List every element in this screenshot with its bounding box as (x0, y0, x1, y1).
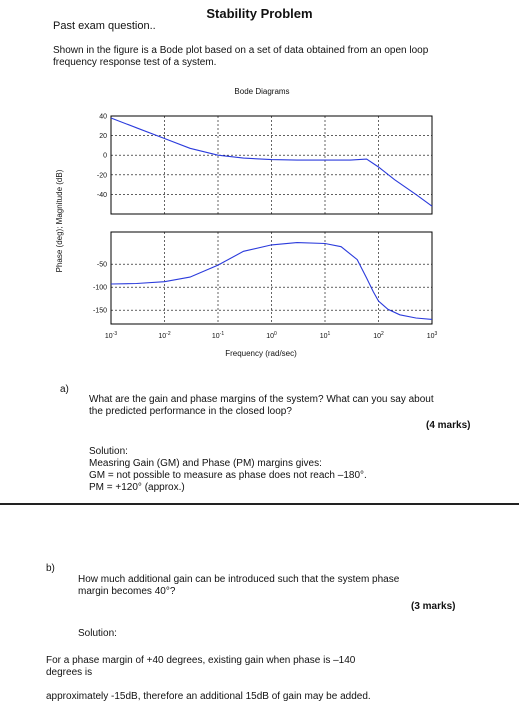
phase-tick-label: -150 (93, 308, 107, 315)
question-b-answer-line3: approximately -15dB, therefore an additi… (46, 691, 371, 702)
x-tick-label: 102 (373, 331, 384, 340)
magnitude-series-line (110, 117, 433, 207)
chart-title: Bode Diagrams (234, 87, 289, 96)
question-b-answer-line1: For a phase margin of +40 degrees, exist… (46, 655, 356, 666)
x-tick-label: 101 (320, 331, 331, 340)
question-a-solution-line2: GM = not possible to measure as phase do… (89, 470, 367, 481)
intro-text: Shown in the figure is a Bode plot based… (53, 45, 429, 68)
question-a-solution-line3: PM = +120° (approx.) (89, 482, 185, 493)
question-b-label: b) (46, 563, 55, 574)
question-a-line2: the predicted performance in the closed … (89, 406, 292, 417)
question-b-answer-line2: degrees is (46, 667, 93, 678)
x-tick-label: 10-3 (105, 331, 117, 340)
question-b-line2: margin becomes 40°? (78, 586, 176, 597)
magnitude-tick-label: 0 (103, 153, 107, 160)
question-a-solution-heading: Solution: (89, 446, 128, 457)
question-a-line1: What are the gain and phase margins of t… (89, 394, 434, 405)
question-b-line1: How much additional gain can be introduc… (78, 574, 400, 585)
magnitude-tick-label: -40 (97, 192, 107, 199)
magnitude-tick-label: 40 (99, 114, 107, 121)
phase-tick-label: -50 (97, 262, 107, 269)
magnitude-tick-label: -20 (97, 172, 107, 179)
bode-plot: Bode Diagrams Phase (deg); Magnitude (dB… (55, 87, 438, 358)
x-tick-label: 10-1 (212, 331, 224, 340)
phase-tick-label: -100 (93, 285, 107, 292)
question-b-solution-heading: Solution: (78, 628, 117, 639)
question-a-marks: (4 marks) (426, 420, 471, 431)
y-axis-label: Phase (deg); Magnitude (dB) (55, 169, 64, 272)
phase-series-line (110, 242, 433, 320)
question-a-label: a) (60, 384, 69, 395)
x-axis-label: Frequency (rad/sec) (225, 349, 297, 358)
magnitude-tick-label: 20 (99, 133, 107, 140)
question-a-solution-line1: Measring Gain (GM) and Phase (PM) margin… (89, 458, 322, 469)
question-b-marks: (3 marks) (411, 601, 456, 612)
x-tick-label: 100 (266, 331, 277, 340)
header-note: Past exam question.. (53, 20, 156, 32)
section-divider (0, 503, 519, 505)
x-tick-label: 103 (427, 331, 438, 340)
document-title: Stability Problem (206, 6, 313, 21)
x-tick-label: 10-2 (158, 331, 170, 340)
